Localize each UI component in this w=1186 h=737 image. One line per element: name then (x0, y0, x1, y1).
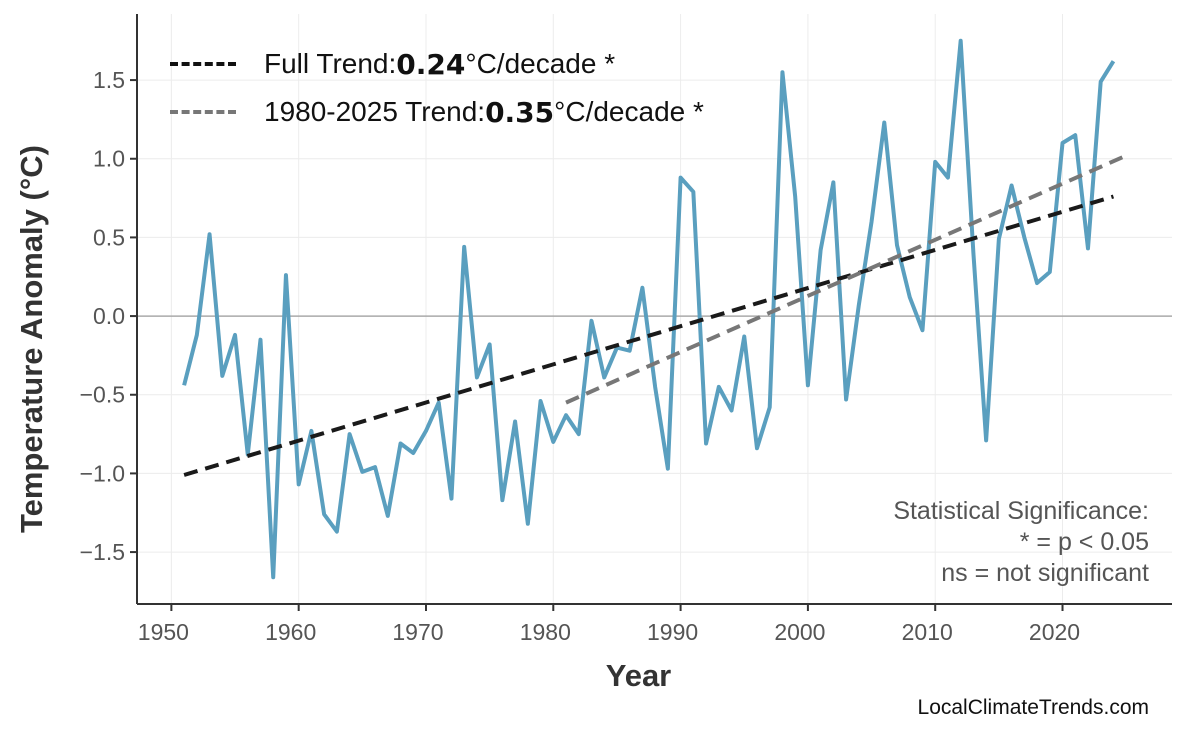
legend-unit: °C/decade * (554, 96, 704, 127)
y-tick-label: 1.0 (93, 146, 125, 172)
full-trend-line (183, 194, 1115, 477)
legend-swatch-recent-trend (170, 110, 236, 114)
y-axis-label: Temperature Anomaly (°C) (14, 145, 49, 533)
y-tick-label: −1.5 (80, 539, 125, 565)
legend-item-full-trend: Full Trend: 0.24 °C/decade * (170, 40, 704, 88)
legend-value: 0.35 (485, 95, 555, 129)
x-tick-label: 1950 (138, 619, 189, 645)
recent-trend-line (565, 153, 1127, 405)
x-tick-label: 2000 (774, 619, 825, 645)
x-tick-label: 2010 (902, 619, 953, 645)
x-tick-label: 2020 (1029, 619, 1080, 645)
x-tick-label: 1980 (520, 619, 571, 645)
legend-label: Full Trend: (264, 48, 397, 79)
legend-value: 0.24 (396, 47, 466, 81)
y-tick-label: −1.0 (80, 460, 125, 486)
note-line: * = p < 0.05 (1019, 528, 1149, 556)
note-line: Statistical Significance: (893, 497, 1149, 525)
x-tick-label: 1990 (647, 619, 698, 645)
legend-swatch-full-trend (170, 62, 236, 66)
y-tick-label: 0.5 (93, 224, 125, 250)
legend-label: 1980-2025 Trend: (264, 96, 486, 127)
x-tick-label: 1970 (392, 619, 443, 645)
y-tick-label: 1.5 (93, 67, 125, 93)
y-tick-label: 0.0 (93, 303, 125, 329)
y-tick-label: −0.5 (80, 382, 125, 408)
legend: Full Trend: 0.24 °C/decade * 1980-2025 Tr… (170, 40, 704, 136)
legend-item-recent-trend: 1980-2025 Trend: 0.35 °C/decade * (170, 88, 704, 136)
x-axis-label: Year (606, 658, 672, 693)
legend-unit: °C/decade * (465, 48, 616, 79)
note-line: ns = not significant (941, 559, 1149, 587)
significance-note: Statistical Significance: * = p < 0.05 n… (893, 496, 1149, 589)
x-tick-label: 1960 (265, 619, 316, 645)
source-credit: LocalClimateTrends.com (917, 696, 1149, 719)
